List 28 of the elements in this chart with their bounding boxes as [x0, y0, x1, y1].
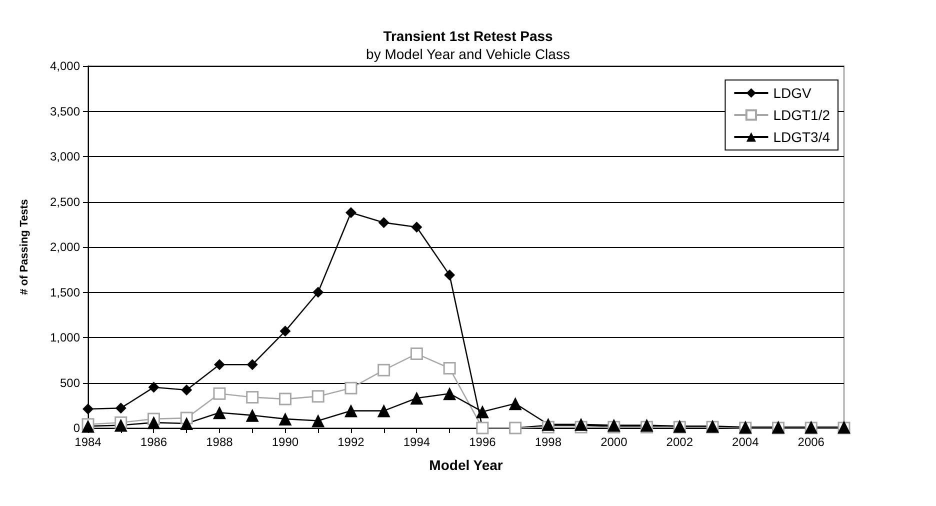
x-tick-label: 1988: [206, 435, 234, 449]
legend-label: LDGT1/2: [773, 107, 830, 123]
x-tick-label: 2000: [600, 435, 628, 449]
x-axis-title: Model Year: [429, 457, 504, 473]
x-tick-label: 2004: [732, 435, 760, 449]
chart-subtitle: by Model Year and Vehicle Class: [366, 46, 570, 62]
y-tick-label: 0: [73, 421, 80, 435]
y-tick-label: 3,500: [50, 104, 80, 118]
y-tick-label: 4,000: [50, 59, 80, 73]
x-tick-label: 1998: [534, 435, 562, 449]
x-tick-label: 1994: [403, 435, 430, 449]
y-tick-label: 500: [60, 376, 80, 390]
x-tick-label: 1992: [338, 435, 365, 449]
x-tick-label: 1986: [140, 435, 168, 449]
x-tick-label: 1996: [469, 435, 496, 449]
y-axis-title: # of Passing Tests: [18, 199, 30, 295]
y-tick-label: 1,000: [50, 330, 80, 344]
y-tick-label: 3,000: [50, 150, 80, 164]
x-tick-label: 2006: [798, 435, 825, 449]
legend-label: LDGT3/4: [773, 129, 830, 145]
x-tick-label: 2002: [666, 435, 694, 449]
legend-label: LDGV: [773, 85, 812, 101]
y-tick-label: 2,000: [50, 240, 80, 254]
chart-title: Transient 1st Retest Pass: [383, 28, 554, 44]
x-tick-label: 1990: [272, 435, 299, 449]
x-tick-label: 1984: [74, 435, 102, 449]
y-tick-label: 1,500: [50, 285, 80, 300]
y-tick-label: 2,500: [50, 194, 80, 209]
